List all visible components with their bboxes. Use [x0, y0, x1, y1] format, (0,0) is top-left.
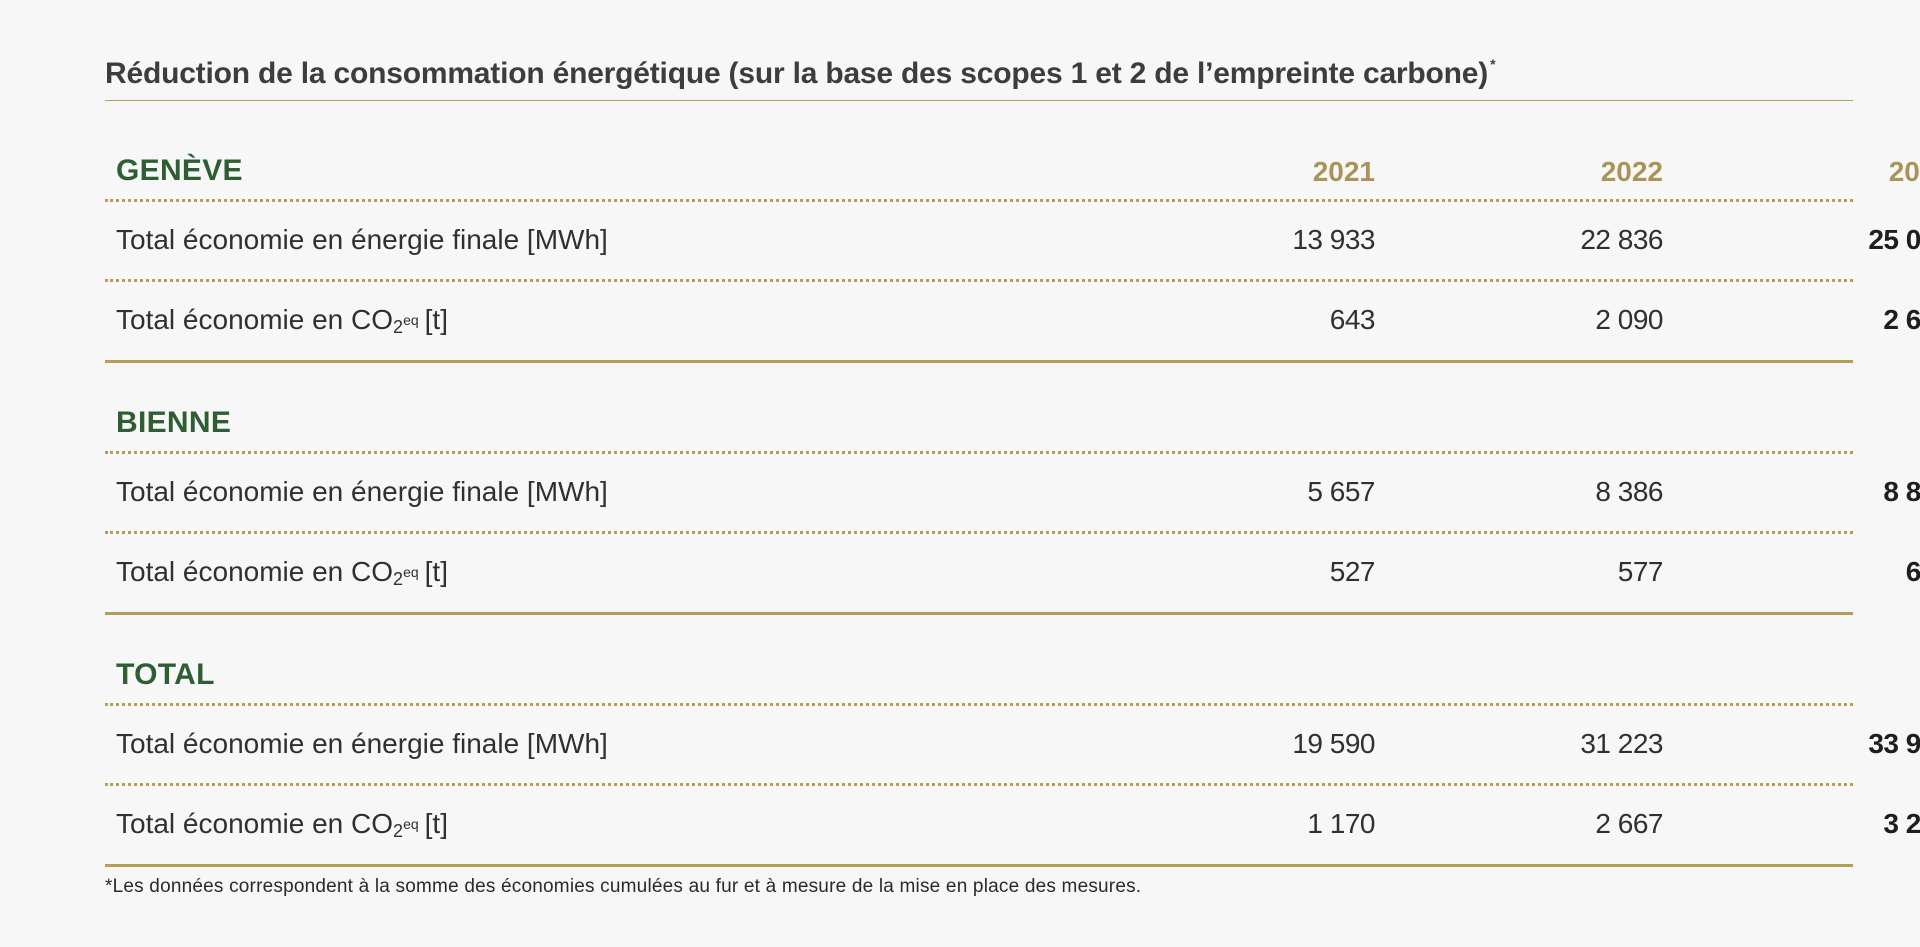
table-row-co2: Total économie en CO2eq [t] 1 170 2 667 3…	[105, 786, 1920, 867]
cell-value: 1 170	[1307, 808, 1375, 839]
table-title-text: Réduction de la consommation énergétique…	[105, 57, 1489, 90]
co2-eq-suffix: eq	[403, 564, 419, 580]
table-row-energy: Total économie en énergie finale [MWh] 1…	[105, 706, 1920, 786]
cell-value: 13 933	[1292, 224, 1375, 255]
region-name: GENÈVE	[116, 154, 243, 187]
co2-eq-suffix: eq	[403, 312, 419, 328]
section-geneve: GENÈVE 2021 2022 2023 Total économie en …	[105, 110, 1920, 363]
footnote: *Les données correspondent à la somme de…	[105, 876, 1142, 897]
co2-eq-suffix: eq	[403, 816, 419, 832]
dotted-divider	[105, 703, 1853, 706]
section-divider	[105, 360, 1853, 363]
dotted-divider	[105, 199, 1853, 202]
cell-value: 2 090	[1595, 304, 1663, 335]
row-label-co2: Total économie en CO2eq [t]	[116, 556, 448, 590]
cell-value-highlight: 2 609	[1883, 304, 1920, 335]
cell-value: 527	[1329, 556, 1376, 587]
section-total: TOTAL Total économie en énergie finale […	[105, 614, 1920, 867]
co2-unit: [t]	[424, 304, 448, 335]
cell-value: 577	[1617, 556, 1664, 587]
co2-subscript: 2	[393, 569, 404, 589]
table-row-co2: Total économie en CO2eq [t] 643 2 090 2 6…	[105, 282, 1920, 363]
table-row-energy: Total économie en énergie finale [MWh] 5…	[105, 454, 1920, 534]
cell-value: 31 223	[1580, 728, 1663, 759]
co2-subscript: 2	[393, 821, 404, 841]
section-bienne: BIENNE Total économie en énergie finale …	[105, 362, 1920, 615]
cell-value: 22 836	[1580, 224, 1663, 255]
cell-value: 8 386	[1595, 476, 1663, 507]
year-header: 2021	[1312, 156, 1375, 187]
row-label-co2: Total économie en CO2eq [t]	[116, 808, 448, 842]
cell-value: 5 657	[1307, 476, 1375, 507]
row-label-co2: Total économie en CO2eq [t]	[116, 304, 448, 338]
row-label-energy: Total économie en énergie finale [MWh]	[116, 476, 608, 507]
year-header: 2023	[1888, 156, 1920, 187]
dotted-divider	[105, 531, 1853, 534]
dotted-divider	[105, 451, 1853, 454]
co2-subscript: 2	[393, 317, 404, 337]
co2-unit: [t]	[424, 808, 448, 839]
region-name: BIENNE	[116, 406, 232, 439]
title-footnote-marker: *	[1490, 56, 1496, 72]
section-header-row: BIENNE	[105, 362, 1853, 454]
cell-value-highlight: 33 958	[1868, 728, 1920, 759]
section-header-row: TOTAL	[105, 614, 1853, 706]
table-row-energy: Total économie en énergie finale [MWh] 1…	[105, 202, 1920, 282]
title-divider	[105, 100, 1853, 101]
cell-value-highlight: 3 238	[1883, 808, 1920, 839]
cell-value: 19 590	[1292, 728, 1375, 759]
co2-label-prefix: Total économie en CO	[116, 808, 394, 839]
dotted-divider	[105, 783, 1853, 786]
region-name: TOTAL	[116, 658, 215, 691]
table-row-co2: Total économie en CO2eq [t] 527 577 629	[105, 534, 1920, 615]
cell-value-highlight: 8 874	[1883, 476, 1920, 507]
co2-unit: [t]	[424, 556, 448, 587]
cell-value: 643	[1329, 304, 1376, 335]
section-divider	[105, 864, 1853, 867]
section-header-row: GENÈVE 2021 2022 2023	[105, 110, 1920, 202]
cell-value-highlight: 25 084	[1868, 224, 1920, 255]
co2-label-prefix: Total économie en CO	[116, 304, 394, 335]
cell-value: 2 667	[1595, 808, 1663, 839]
cell-value-highlight: 629	[1905, 556, 1920, 587]
row-label-energy: Total économie en énergie finale [MWh]	[116, 224, 608, 255]
dotted-divider	[105, 279, 1853, 282]
year-header: 2022	[1600, 156, 1663, 187]
table-title: Réduction de la consommation énergétique…	[105, 56, 1496, 91]
row-label-energy: Total économie en énergie finale [MWh]	[116, 728, 608, 759]
section-divider	[105, 612, 1853, 615]
co2-label-prefix: Total économie en CO	[116, 556, 394, 587]
